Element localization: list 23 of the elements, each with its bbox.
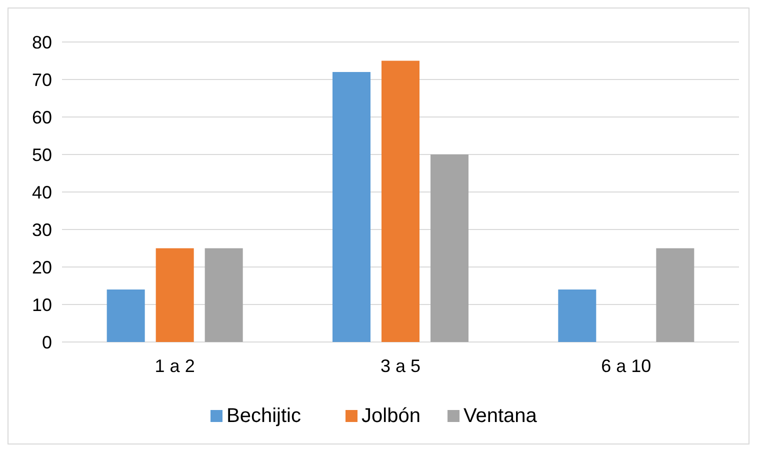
bar — [656, 248, 694, 342]
bar — [558, 290, 596, 342]
bar — [204, 248, 243, 342]
y-tick-label: 60 — [32, 107, 52, 128]
bar — [106, 290, 145, 342]
legend-label: Bechijtic — [226, 405, 301, 427]
x-tick-label: 3 a 5 — [380, 356, 421, 376]
y-tick-label: 50 — [32, 144, 52, 165]
y-tick-label: 80 — [32, 32, 52, 52]
y-tick-label: 70 — [32, 70, 52, 90]
legend-label: Jolbón — [362, 405, 420, 427]
y-tick-label: 10 — [32, 294, 52, 315]
bar — [382, 60, 420, 342]
legend-label: Ventana — [464, 405, 538, 427]
bar — [156, 248, 194, 342]
y-tick-label: 40 — [32, 182, 52, 202]
y-tick-label: 30 — [32, 220, 52, 240]
y-tick-label: 20 — [32, 257, 52, 278]
bar — [430, 154, 468, 342]
y-tick-label: 0 — [42, 332, 52, 352]
x-tick-label: 6 a 10 — [601, 356, 652, 376]
x-tick-label: 1 a 2 — [154, 356, 195, 376]
bar — [332, 72, 370, 342]
